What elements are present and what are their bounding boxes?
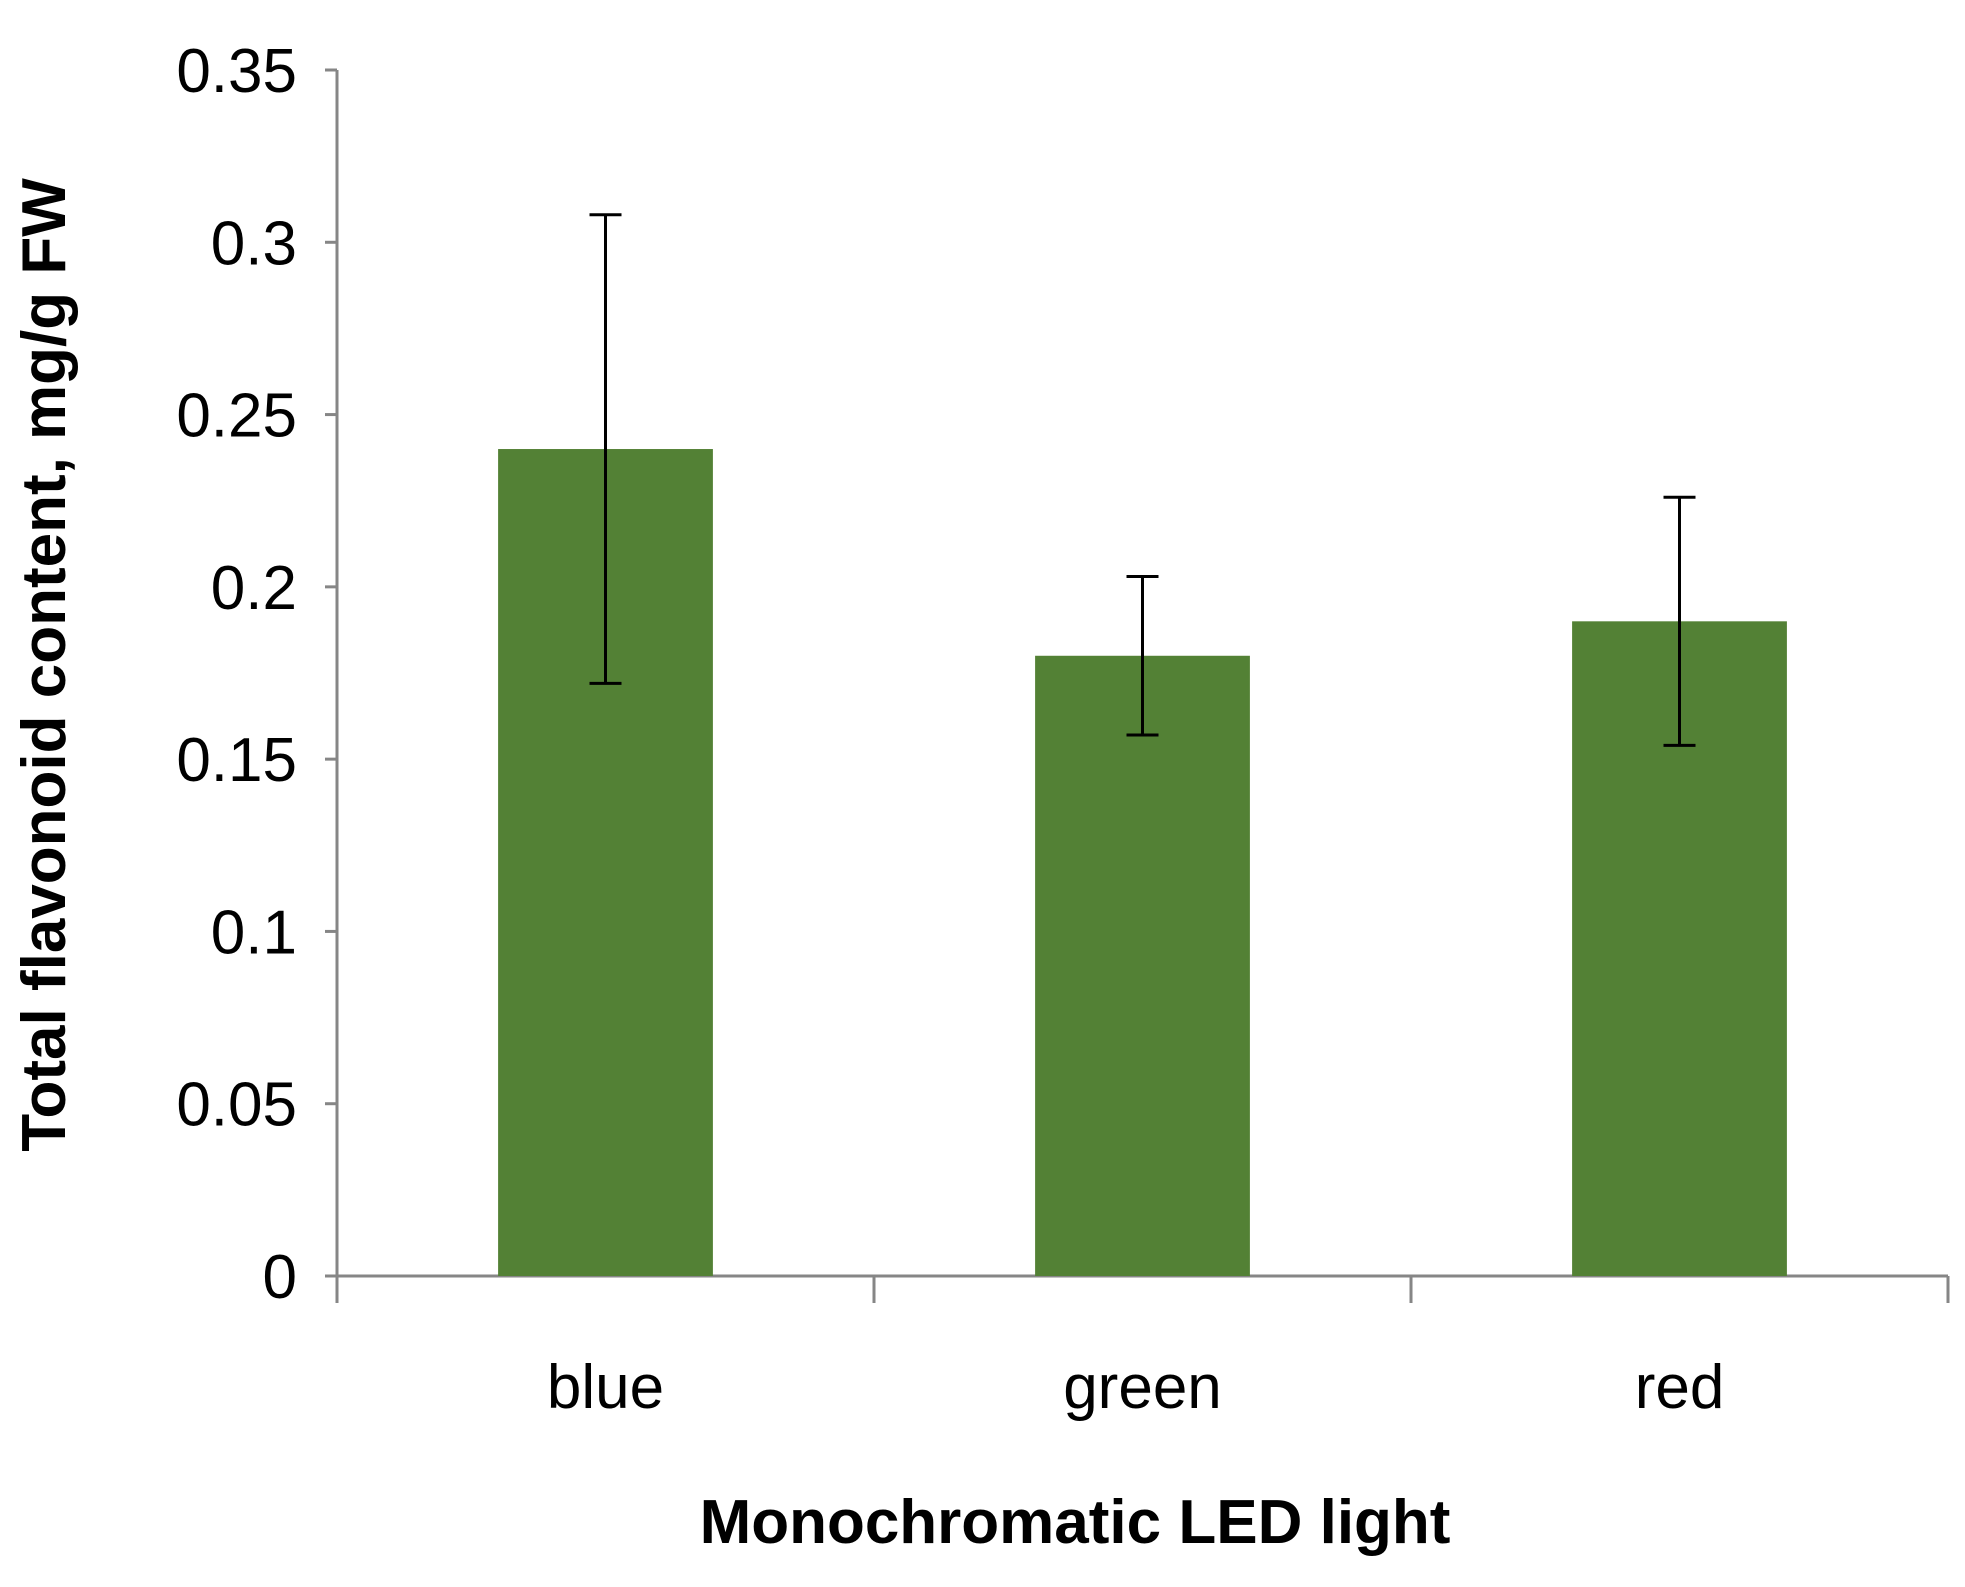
y-tick-label: 0.3 bbox=[211, 209, 297, 278]
y-axis-title: Total flavonoid content, mg/g FW bbox=[10, 178, 79, 1152]
y-tick-label: 0.15 bbox=[176, 726, 297, 795]
bar-green bbox=[1035, 655, 1250, 1276]
x-tick-label-blue: blue bbox=[547, 1353, 664, 1422]
error-bars bbox=[589, 213, 1696, 747]
y-tick-label: 0.35 bbox=[176, 37, 297, 106]
x-axis-title: Monochromatic LED light bbox=[700, 1488, 1451, 1557]
y-tick-label: 0.05 bbox=[176, 1071, 297, 1140]
y-tick-label: 0.1 bbox=[211, 898, 297, 967]
y-axis: 0 0.05 0.1 0.15 0.2 0.25 0.3 0.35 bbox=[176, 37, 339, 1312]
y-tick-label: 0 bbox=[263, 1243, 297, 1312]
y-tick-label: 0.25 bbox=[176, 382, 297, 451]
y-tick-label: 0.2 bbox=[211, 554, 297, 623]
x-tick-label-red: red bbox=[1635, 1353, 1725, 1422]
bars bbox=[498, 449, 1787, 1276]
x-tick-label-green: green bbox=[1063, 1353, 1222, 1422]
x-axis: blue green red bbox=[335, 1274, 1950, 1422]
